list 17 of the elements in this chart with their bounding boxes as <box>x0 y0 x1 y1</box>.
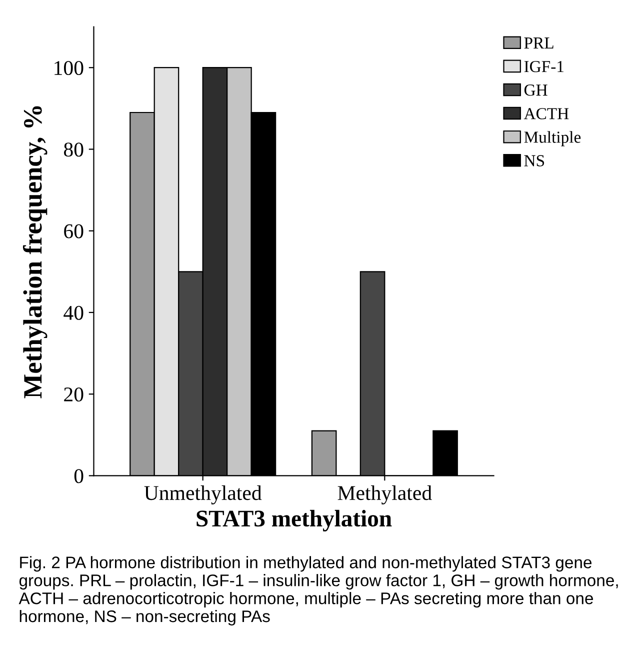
y-tick-label: 20 <box>64 387 84 402</box>
x-tick-label: Methylated <box>338 485 432 504</box>
y-tick-label: 80 <box>64 142 84 157</box>
legend-label: ACTH <box>524 108 569 120</box>
y-tick-label: 60 <box>64 224 84 238</box>
y-tick-label: 0 <box>74 469 84 484</box>
legend-label: GH <box>524 84 548 96</box>
legend-label: IGF-1 <box>524 60 564 72</box>
legend-label: NS <box>524 155 544 166</box>
legend-label: PRL <box>524 38 554 48</box>
legend-label: Multiple <box>524 131 581 146</box>
caption: Fig. 2 PA hormone distribution in methylated and non-methylated STAT3 gene groups. PRL – prolactin, IGF-1 – insulin-like grow factor 1, GH – growth hormone, ACTH – adrenocorticotropic hormone, multiple – PAs secreting more than one hormone, NS – non-secreting PAs <box>18 556 618 626</box>
x-axis-title: STAT3 methylation <box>196 510 392 532</box>
x-tick-label: Unmethylated <box>144 485 262 504</box>
y-tick-label: 40 <box>64 306 84 320</box>
y-axis-title: Methylation frequency, % <box>22 106 48 398</box>
y-tick-label: 100 <box>54 60 84 76</box>
